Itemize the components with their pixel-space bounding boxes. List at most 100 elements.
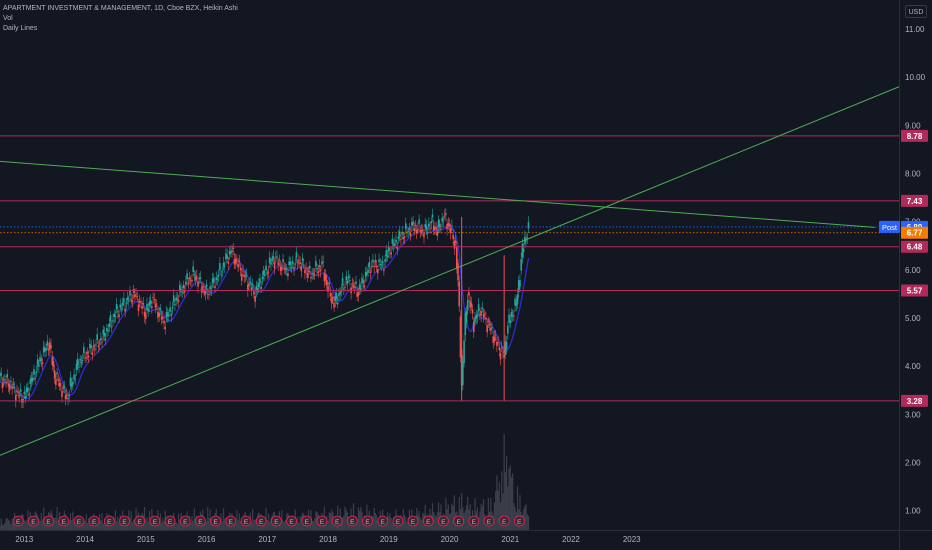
- candle-body: [7, 383, 10, 387]
- post-market-label: Post: [882, 223, 898, 232]
- candle-body: [453, 241, 456, 249]
- x-tick-label: 2013: [15, 535, 33, 544]
- candle-body: [57, 379, 60, 382]
- candle-body: [187, 283, 190, 285]
- candle-body: [41, 362, 44, 364]
- earnings-marker: [58, 515, 70, 527]
- candle-body: [78, 366, 80, 368]
- volume-bar: [71, 520, 73, 530]
- volume-bar: [41, 519, 44, 530]
- earnings-marker: [301, 515, 313, 527]
- volume-bar: [505, 456, 508, 530]
- candle-body: [403, 236, 406, 238]
- candle-body: [121, 302, 124, 306]
- candle-body: [340, 290, 343, 293]
- volume-bar: [453, 495, 455, 530]
- candle-body: [477, 304, 480, 311]
- candle-body: [25, 387, 28, 393]
- volume-bar: [191, 515, 193, 530]
- candle-body: [521, 243, 524, 258]
- volume-bar: [253, 519, 255, 530]
- candle-body: [468, 291, 470, 296]
- volume-bar: [405, 517, 407, 530]
- candle-body: [172, 295, 175, 302]
- candle-body: [49, 342, 51, 350]
- candle-body: [96, 334, 98, 340]
- volume-bar: [12, 522, 14, 530]
- volume-bar: [179, 520, 181, 530]
- candle-body: [204, 291, 207, 295]
- volume-bar: [374, 512, 376, 530]
- candle-body: [251, 283, 254, 285]
- candle-body: [451, 225, 453, 227]
- candle-body: [362, 280, 365, 284]
- candle-body: [374, 259, 377, 263]
- volume-bar: [385, 521, 387, 530]
- volume-bar: [39, 520, 41, 530]
- volume-bar: [131, 521, 134, 530]
- candle-body: [10, 381, 12, 383]
- candle-body: [95, 344, 97, 346]
- volume-bar: [461, 492, 463, 530]
- candle-body: [356, 292, 358, 297]
- volume-bar: [376, 515, 378, 530]
- candle-body: [472, 321, 475, 333]
- volume-bar: [103, 523, 106, 530]
- earnings-label: E: [168, 519, 173, 526]
- candle-body: [464, 312, 467, 336]
- candle-body: [409, 233, 412, 237]
- candle-body: [256, 288, 259, 292]
- candle-body: [186, 273, 188, 280]
- candle-body: [311, 273, 314, 274]
- earnings-label: E: [502, 519, 507, 526]
- volume-bar: [267, 513, 270, 530]
- candle-body: [138, 301, 141, 303]
- earnings-label: E: [456, 519, 461, 526]
- candle-body: [430, 221, 433, 224]
- volume-bar: [458, 497, 460, 530]
- earnings-marker: [255, 515, 267, 527]
- volume-bar: [26, 520, 28, 530]
- candle-body: [490, 327, 492, 331]
- volume-indicator-label[interactable]: Vol: [3, 15, 13, 22]
- candle-body: [491, 327, 493, 328]
- candle-body: [106, 327, 108, 332]
- volume-bar: [331, 509, 333, 530]
- volume-bar: [88, 518, 90, 530]
- candle-body: [109, 314, 112, 322]
- candle-body: [520, 258, 522, 271]
- candle-body: [149, 300, 152, 304]
- candle-body: [475, 315, 478, 320]
- volume-bar: [315, 510, 317, 530]
- candle-body: [364, 271, 367, 277]
- volume-bar: [451, 503, 453, 530]
- candle-body: [323, 273, 326, 282]
- candle-body: [307, 271, 310, 273]
- symbol-title[interactable]: APARTMENT INVESTMENT & MANAGEMENT, 1D, C…: [3, 5, 238, 12]
- volume-bar: [44, 521, 46, 530]
- candle-body: [198, 278, 201, 280]
- candle-body: [163, 320, 165, 324]
- candle-body: [110, 326, 113, 328]
- daily-lines-indicator-label[interactable]: Daily Lines: [3, 25, 38, 32]
- candle-body: [155, 303, 158, 305]
- candle-body: [13, 386, 16, 388]
- candle-body: [223, 266, 226, 268]
- candle-body: [358, 284, 361, 290]
- volume-bar: [266, 520, 268, 530]
- candle-body: [470, 303, 473, 307]
- candle-body: [107, 330, 109, 332]
- volume-bar: [74, 521, 76, 530]
- candle-body: [268, 257, 271, 263]
- candle-body: [14, 394, 17, 402]
- currency-button[interactable]: USD: [905, 5, 927, 18]
- candle-body: [449, 227, 452, 234]
- earnings-label: E: [107, 519, 112, 526]
- level-price-tag: [901, 284, 928, 297]
- candle-body: [64, 395, 67, 400]
- volume-bar: [297, 516, 299, 530]
- volume-bar: [361, 512, 363, 530]
- candle-body: [210, 290, 213, 292]
